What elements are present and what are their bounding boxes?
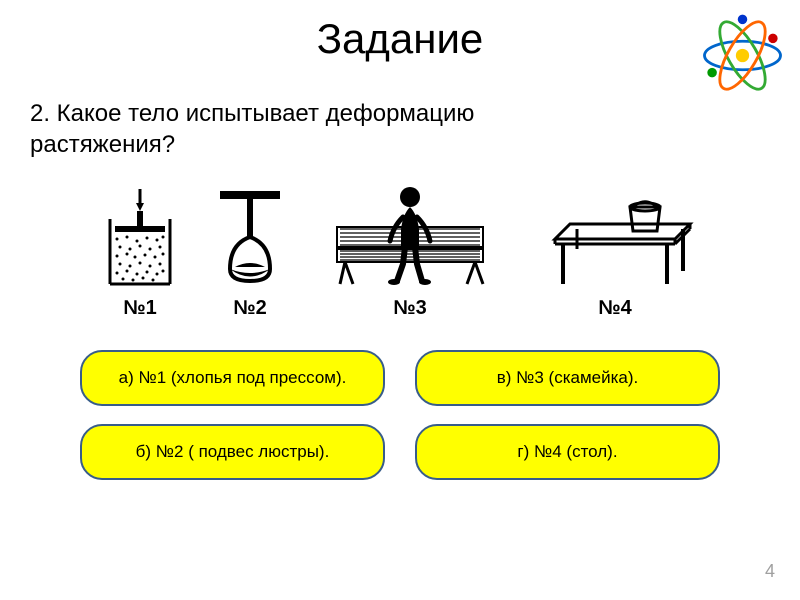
diagram-2: №2 [215, 189, 285, 320]
option-v[interactable]: в) №3 (скамейка). [415, 350, 720, 406]
diagram-3: №3 [325, 179, 495, 320]
diagram-2-label: №2 [233, 297, 266, 320]
diagrams-row: №1 №2 [0, 180, 800, 320]
diagram-4: №4 [535, 189, 695, 320]
option-g[interactable]: г) №4 (стол). [415, 424, 720, 480]
options-grid: а) №1 (хлопья под прессом). в) №3 (скаме… [0, 350, 800, 480]
option-b[interactable]: б) №2 ( подвес люстры). [80, 424, 385, 480]
page-title: Задание [0, 0, 800, 63]
question-text: 2. Какое тело испытывает деформацию раст… [30, 98, 800, 160]
diagram-3-label: №3 [393, 297, 426, 320]
diagram-1: №1 [105, 189, 175, 320]
page-number: 4 [765, 561, 775, 582]
diagram-1-label: №1 [123, 297, 156, 320]
option-a[interactable]: а) №1 (хлопья под прессом). [80, 350, 385, 406]
atom-icon [695, 8, 790, 108]
diagram-4-label: №4 [598, 297, 631, 320]
